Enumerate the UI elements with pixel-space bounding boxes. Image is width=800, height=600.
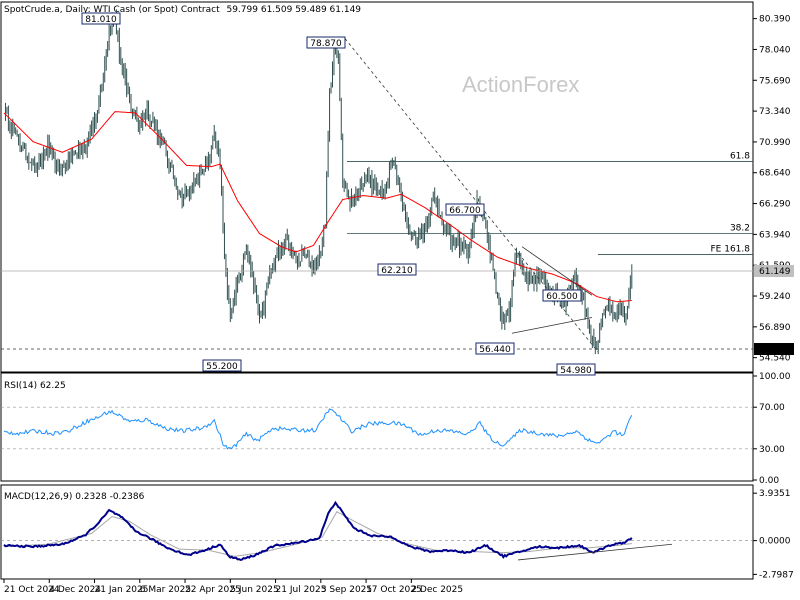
last-price-tag [754, 264, 794, 277]
x-tick-label: 2 Dec 2025 [411, 585, 463, 595]
y-tick-label: 54.540 [759, 354, 791, 364]
macd-signal-line [3, 511, 632, 557]
last-price-label: 61.149 [759, 267, 791, 277]
fib-level-label: FE 161.8 [711, 245, 751, 255]
y-tick-label: 66.290 [759, 200, 791, 210]
rsi-tick-label: 0.00 [759, 476, 779, 486]
macd-tick-label: -2.7987 [759, 570, 794, 580]
retracement-trendline [344, 38, 599, 353]
price-panel [0, 1, 754, 373]
y-tick-label: 56.890 [759, 323, 791, 333]
chart-title: SpotCrude.a, Daily: WTI Cash (or Spot) C… [4, 5, 361, 15]
rsi-panel [0, 372, 754, 482]
x-tick-label: 4 Dec 2024 [49, 585, 101, 595]
lower-triangle-line [511, 317, 593, 334]
price-label-box [542, 289, 582, 302]
rsi-tick-label: 70.00 [759, 403, 785, 413]
price-label-box [445, 203, 485, 216]
price-label: 54.980 [560, 366, 592, 376]
x-tick-label: 5 Jun 2025 [230, 585, 278, 595]
fib-level-label: 61.8 [730, 151, 750, 161]
price-label-box [556, 363, 596, 376]
y-tick-label: 73.340 [759, 107, 791, 117]
price-label: 62.210 [381, 266, 413, 276]
y-tick-label: 80.390 [759, 15, 791, 25]
support-label: 55.200 [759, 345, 791, 355]
upper-triangle-line [521, 246, 593, 296]
price-label: 81.010 [85, 15, 117, 25]
x-tick-label: 3 Sep 2025 [321, 585, 372, 595]
moving-average-line [3, 111, 632, 303]
rsi-tick-label: 30.00 [759, 445, 785, 455]
macd-title: MACD(12,26,9) 0.2328 -0.2386 [4, 492, 145, 502]
y-tick-label: 68.640 [759, 169, 791, 179]
x-tick-label: 6 Mar 2025 [140, 585, 191, 595]
price-label: 55.200 [206, 362, 238, 372]
price-label: 56.440 [479, 345, 511, 355]
y-tick-label: 59.240 [759, 292, 791, 302]
y-tick-label: 63.940 [759, 230, 791, 240]
y-tick-label: 70.990 [759, 138, 791, 148]
price-label-box [377, 263, 417, 276]
x-tick-label: 17 Oct 2025 [366, 585, 422, 595]
price-label-box [202, 359, 242, 372]
price-label-box [306, 36, 346, 49]
macd-tick-label: 0.0000 [759, 537, 791, 547]
x-tick-label: 22 Apr 2025 [185, 585, 241, 595]
y-tick-label: 75.690 [759, 76, 791, 86]
price-label-box [475, 342, 515, 355]
rsi-title: RSI(14) 62.25 [4, 381, 66, 391]
rsi-line [3, 408, 633, 450]
watermark: ActionForex [462, 72, 579, 97]
y-tick-label: 78.040 [759, 45, 791, 55]
fib-level-label: 38.2 [730, 224, 750, 234]
macd-tick-label: 3.9351 [759, 489, 791, 499]
price-label: 66.700 [449, 206, 481, 216]
support-tag [754, 343, 794, 356]
price-label: 60.500 [546, 292, 578, 302]
rsi-tick-label: 100.00 [759, 372, 791, 382]
x-tick-label: 21 Jul 2025 [276, 585, 327, 595]
macd-main-line [3, 500, 633, 562]
x-tick-label: 21 Oct 2024 [4, 585, 60, 595]
macd-trendline [517, 543, 673, 561]
price-label: 78.870 [310, 39, 342, 49]
macd-panel [0, 484, 754, 580]
x-tick-label: 21 Jan 2025 [95, 585, 149, 595]
price-label-box [81, 12, 121, 25]
